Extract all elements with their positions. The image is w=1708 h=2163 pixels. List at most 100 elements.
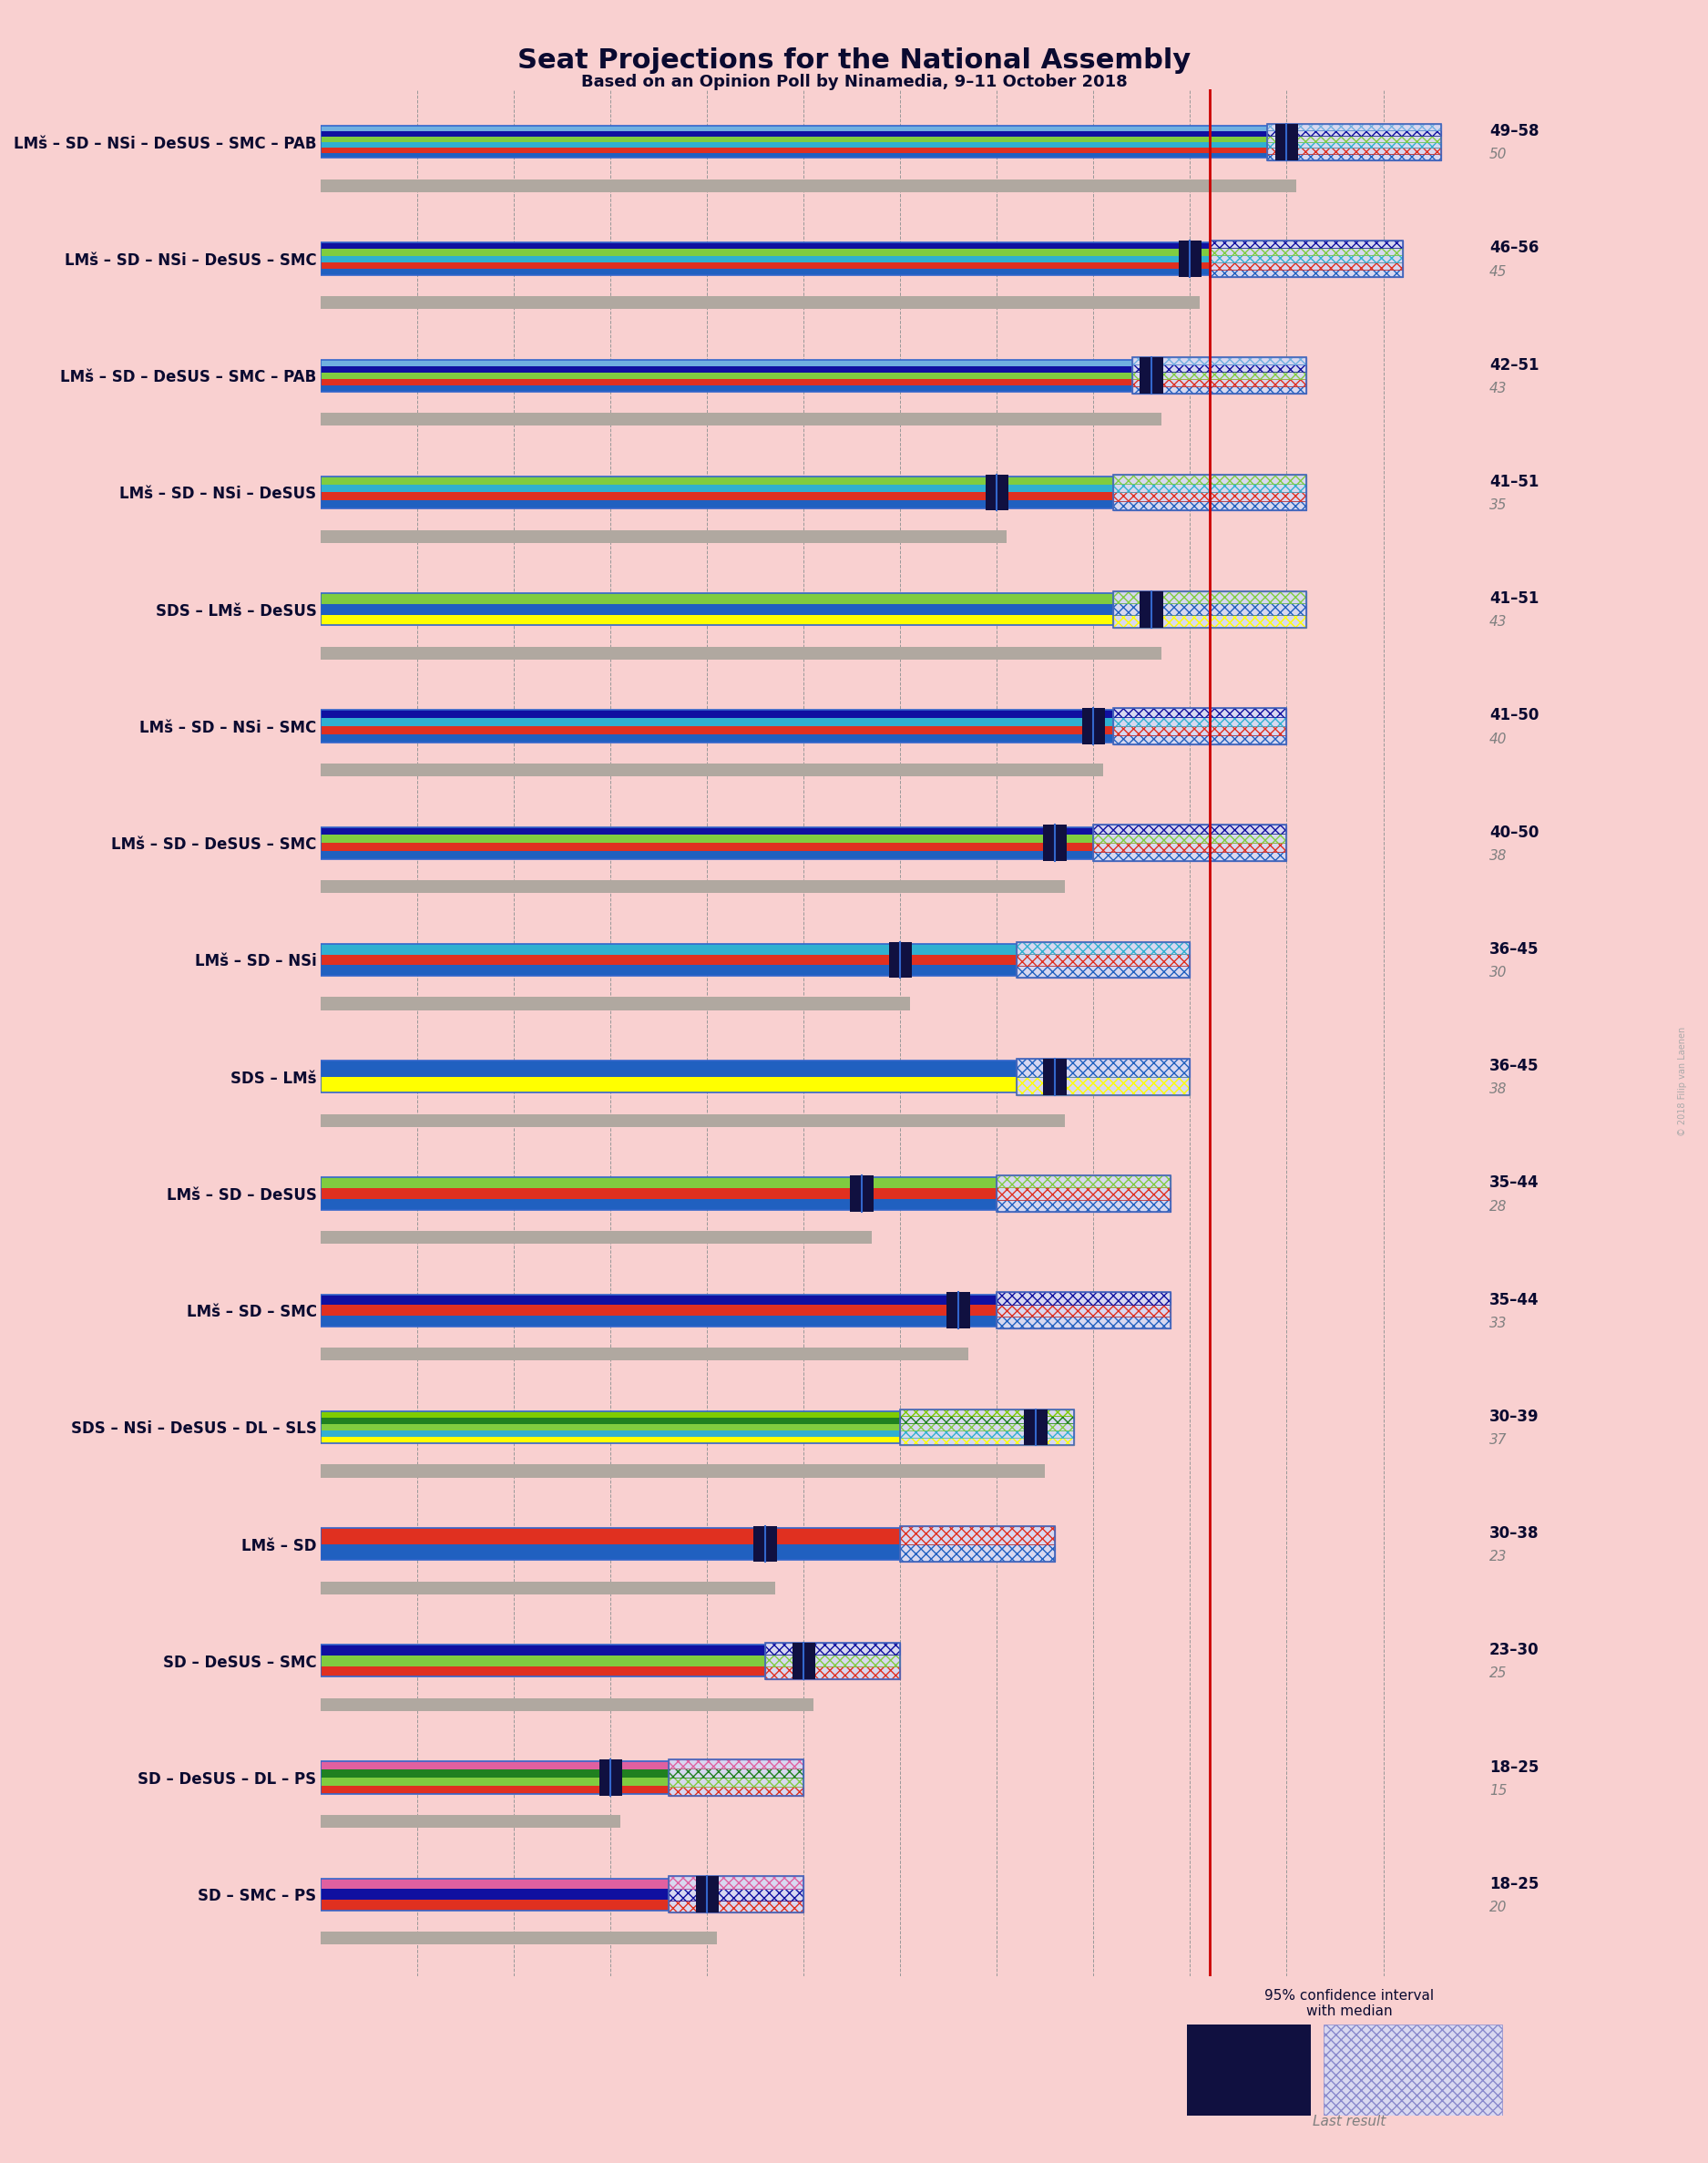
Text: 30: 30	[1489, 967, 1506, 980]
Text: 49–58: 49–58	[1489, 123, 1539, 141]
Bar	[900, 1408, 1074, 1445]
Bar	[997, 1304, 1170, 1317]
Bar	[1114, 603, 1307, 614]
Bar	[321, 385, 1307, 392]
Bar	[321, 1899, 804, 1910]
Text: 43: 43	[1489, 614, 1506, 629]
Bar	[1179, 240, 1202, 277]
Bar	[997, 1291, 1170, 1328]
Bar	[321, 880, 1064, 893]
Bar	[321, 1769, 804, 1778]
Bar	[1016, 1058, 1190, 1077]
Bar	[321, 180, 1296, 193]
Text: 38: 38	[1489, 1084, 1506, 1097]
Bar	[321, 943, 1190, 976]
Bar	[321, 296, 1199, 309]
Bar	[765, 1642, 900, 1678]
Text: 18–25: 18–25	[1489, 1875, 1539, 1893]
Bar	[321, 1293, 1170, 1304]
Bar	[321, 1644, 900, 1655]
Bar	[997, 1175, 1170, 1187]
Bar	[1132, 357, 1307, 394]
Bar	[851, 1175, 873, 1211]
Bar	[1267, 123, 1442, 130]
Bar	[1114, 735, 1286, 744]
Text: 37: 37	[1489, 1434, 1506, 1447]
Text: 45: 45	[1489, 264, 1506, 279]
Bar	[321, 850, 1286, 859]
Bar	[321, 1761, 804, 1769]
Bar	[1114, 718, 1286, 727]
Bar	[321, 733, 1286, 742]
Bar	[765, 1655, 900, 1668]
Bar	[321, 136, 1442, 143]
Bar	[321, 1293, 1170, 1326]
Bar	[1209, 240, 1402, 249]
Bar	[765, 1668, 900, 1678]
Text: 42–51: 42–51	[1489, 357, 1539, 374]
Bar	[1132, 366, 1307, 372]
Bar	[1209, 240, 1402, 277]
Bar	[997, 1317, 1170, 1328]
Text: 28: 28	[1489, 1200, 1506, 1213]
Bar	[321, 1787, 804, 1793]
Bar	[695, 1875, 719, 1912]
Bar	[1016, 967, 1190, 978]
Text: Based on an Opinion Poll by Ninamedia, 9–11 October 2018: Based on an Opinion Poll by Ninamedia, 9…	[581, 74, 1127, 91]
Bar	[900, 1417, 1074, 1423]
Bar	[321, 1655, 900, 1666]
Bar	[321, 147, 1442, 154]
Bar	[321, 242, 1402, 249]
Text: 30–38: 30–38	[1489, 1525, 1539, 1542]
Text: 35–44: 35–44	[1489, 1291, 1539, 1309]
Bar	[1209, 270, 1402, 277]
Bar	[321, 125, 1442, 132]
Bar	[668, 1901, 804, 1912]
Text: 23: 23	[1489, 1551, 1506, 1564]
Bar	[321, 1544, 1056, 1560]
Bar	[321, 1527, 1056, 1544]
Bar	[1267, 147, 1442, 154]
Bar	[321, 1060, 1190, 1077]
Bar	[321, 359, 1307, 366]
Bar	[1016, 1077, 1190, 1094]
Bar	[321, 1888, 804, 1899]
Bar	[321, 954, 1190, 965]
Bar	[321, 143, 1442, 147]
Bar	[900, 1525, 1056, 1562]
Bar	[321, 997, 910, 1010]
Bar	[321, 965, 1190, 976]
Bar	[1114, 614, 1307, 627]
Bar	[321, 500, 1307, 508]
Bar	[1267, 123, 1442, 160]
Bar	[321, 262, 1402, 268]
Text: 41–51: 41–51	[1489, 590, 1539, 608]
Text: 36–45: 36–45	[1489, 1058, 1539, 1075]
Bar	[997, 1291, 1170, 1328]
Bar	[668, 1888, 804, 1901]
Bar	[321, 1932, 717, 1945]
Bar	[321, 255, 1402, 262]
Text: 50: 50	[1489, 147, 1506, 162]
Bar	[1209, 249, 1402, 255]
Bar	[321, 242, 1402, 275]
Text: 40–50: 40–50	[1489, 824, 1539, 841]
Bar	[793, 1642, 815, 1678]
Bar	[1139, 590, 1163, 627]
Bar	[321, 1778, 804, 1787]
Bar	[321, 1430, 1074, 1436]
Bar	[321, 249, 1402, 255]
Bar	[1025, 1408, 1047, 1445]
Bar	[1016, 941, 1190, 954]
Bar	[1093, 824, 1286, 861]
Bar	[1114, 474, 1307, 510]
Bar	[1081, 707, 1105, 744]
Bar	[321, 593, 1307, 603]
Bar	[668, 1778, 804, 1787]
Bar	[1132, 387, 1307, 394]
Bar	[997, 1291, 1170, 1304]
Bar	[321, 1348, 968, 1361]
Bar	[1114, 482, 1307, 493]
Text: 40: 40	[1489, 731, 1506, 746]
Bar	[765, 1642, 900, 1655]
